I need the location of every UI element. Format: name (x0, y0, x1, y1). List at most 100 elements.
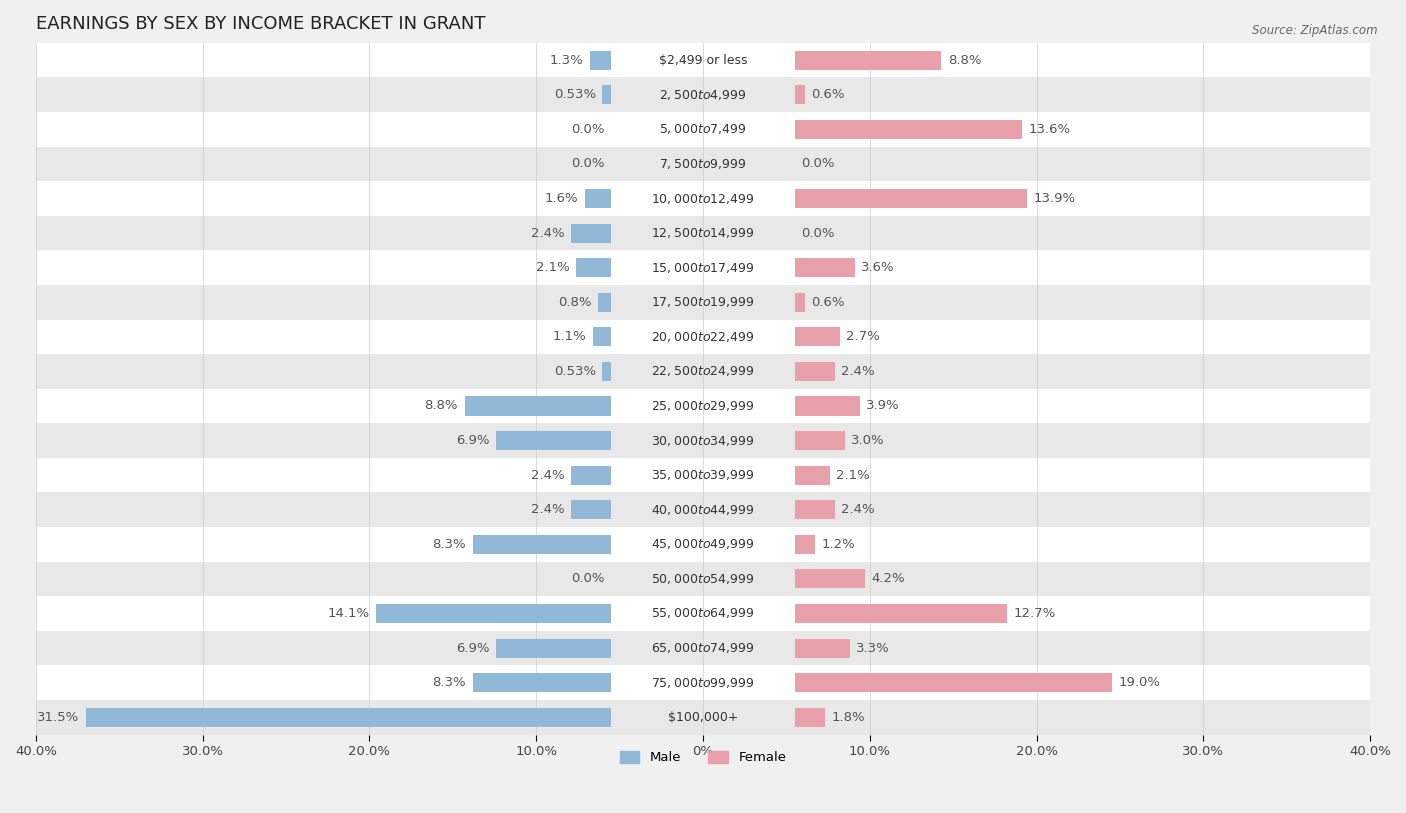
Text: 3.0%: 3.0% (852, 434, 884, 447)
Text: 1.6%: 1.6% (544, 192, 578, 205)
Bar (37, 146, 1369, 181)
Bar (589, 50, 612, 70)
Bar (794, 397, 859, 415)
Bar (571, 224, 612, 242)
Text: 14.1%: 14.1% (328, 607, 370, 620)
Text: 12.7%: 12.7% (1014, 607, 1056, 620)
Text: 2.1%: 2.1% (837, 468, 870, 481)
Legend: Male, Female: Male, Female (614, 746, 792, 769)
Text: 1.2%: 1.2% (821, 538, 855, 551)
Bar (37, 215, 1369, 250)
Text: $25,000 to $29,999: $25,000 to $29,999 (651, 399, 755, 413)
Text: $65,000 to $74,999: $65,000 to $74,999 (651, 641, 755, 655)
Text: 3.3%: 3.3% (856, 641, 890, 654)
Text: 0.6%: 0.6% (811, 296, 845, 309)
Text: 0.0%: 0.0% (571, 572, 605, 585)
Bar (37, 181, 1369, 215)
Text: 2.7%: 2.7% (846, 330, 880, 343)
Bar (794, 259, 855, 277)
Text: 8.8%: 8.8% (425, 399, 458, 412)
Bar (794, 673, 1112, 692)
Text: 0.0%: 0.0% (571, 158, 605, 171)
Text: $22,500 to $24,999: $22,500 to $24,999 (651, 364, 755, 378)
Bar (37, 458, 1369, 493)
Bar (794, 569, 865, 589)
Bar (598, 293, 612, 311)
Bar (37, 562, 1369, 596)
Bar (496, 638, 612, 658)
Text: Source: ZipAtlas.com: Source: ZipAtlas.com (1253, 24, 1378, 37)
Text: 6.9%: 6.9% (456, 641, 489, 654)
Text: $30,000 to $34,999: $30,000 to $34,999 (651, 433, 755, 448)
Text: 0.6%: 0.6% (811, 89, 845, 102)
Text: 2.4%: 2.4% (841, 503, 875, 516)
Text: 2.4%: 2.4% (531, 468, 565, 481)
Bar (472, 535, 612, 554)
Text: $15,000 to $17,499: $15,000 to $17,499 (651, 261, 755, 275)
Text: $40,000 to $44,999: $40,000 to $44,999 (651, 502, 755, 517)
Bar (37, 112, 1369, 146)
Text: 2.4%: 2.4% (531, 503, 565, 516)
Bar (794, 707, 825, 727)
Bar (585, 189, 612, 208)
Text: 0.53%: 0.53% (554, 89, 596, 102)
Bar (37, 43, 1369, 77)
Bar (794, 50, 942, 70)
Bar (593, 328, 612, 346)
Text: EARNINGS BY SEX BY INCOME BRACKET IN GRANT: EARNINGS BY SEX BY INCOME BRACKET IN GRA… (37, 15, 485, 33)
Bar (571, 500, 612, 520)
Text: 2.4%: 2.4% (841, 365, 875, 378)
Bar (794, 604, 1007, 623)
Text: 3.6%: 3.6% (862, 261, 896, 274)
Text: 0.0%: 0.0% (801, 227, 835, 240)
Bar (37, 389, 1369, 424)
Text: 1.3%: 1.3% (550, 54, 583, 67)
Bar (794, 189, 1026, 208)
Text: $50,000 to $54,999: $50,000 to $54,999 (651, 572, 755, 586)
Text: 8.8%: 8.8% (948, 54, 981, 67)
Bar (794, 466, 830, 485)
Text: $2,499 or less: $2,499 or less (659, 54, 747, 67)
Text: $17,500 to $19,999: $17,500 to $19,999 (651, 295, 755, 309)
Bar (37, 285, 1369, 320)
Bar (794, 120, 1022, 139)
Bar (794, 535, 814, 554)
Bar (571, 466, 612, 485)
Bar (37, 527, 1369, 562)
Bar (86, 707, 612, 727)
Bar (602, 85, 612, 104)
Text: 4.2%: 4.2% (872, 572, 905, 585)
Text: 8.3%: 8.3% (433, 538, 467, 551)
Text: $100,000+: $100,000+ (668, 711, 738, 724)
Bar (794, 431, 845, 450)
Bar (37, 700, 1369, 734)
Text: 1.8%: 1.8% (831, 711, 865, 724)
Bar (37, 631, 1369, 665)
Text: $12,500 to $14,999: $12,500 to $14,999 (651, 226, 755, 240)
Bar (464, 397, 612, 415)
Bar (37, 424, 1369, 458)
Bar (37, 493, 1369, 527)
Bar (377, 604, 612, 623)
Text: $45,000 to $49,999: $45,000 to $49,999 (651, 537, 755, 551)
Text: 2.1%: 2.1% (536, 261, 569, 274)
Text: 0.0%: 0.0% (571, 123, 605, 136)
Text: 0.53%: 0.53% (554, 365, 596, 378)
Text: $2,500 to $4,999: $2,500 to $4,999 (659, 88, 747, 102)
Bar (37, 596, 1369, 631)
Bar (37, 250, 1369, 285)
Text: 2.4%: 2.4% (531, 227, 565, 240)
Text: $10,000 to $12,499: $10,000 to $12,499 (651, 192, 755, 206)
Text: 1.1%: 1.1% (553, 330, 586, 343)
Bar (496, 431, 612, 450)
Bar (37, 77, 1369, 112)
Bar (37, 354, 1369, 389)
Text: 13.9%: 13.9% (1033, 192, 1076, 205)
Text: 3.9%: 3.9% (866, 399, 900, 412)
Text: $20,000 to $22,499: $20,000 to $22,499 (651, 330, 755, 344)
Bar (794, 500, 835, 520)
Bar (794, 293, 804, 311)
Bar (794, 328, 839, 346)
Text: 0.0%: 0.0% (801, 158, 835, 171)
Text: $55,000 to $64,999: $55,000 to $64,999 (651, 606, 755, 620)
